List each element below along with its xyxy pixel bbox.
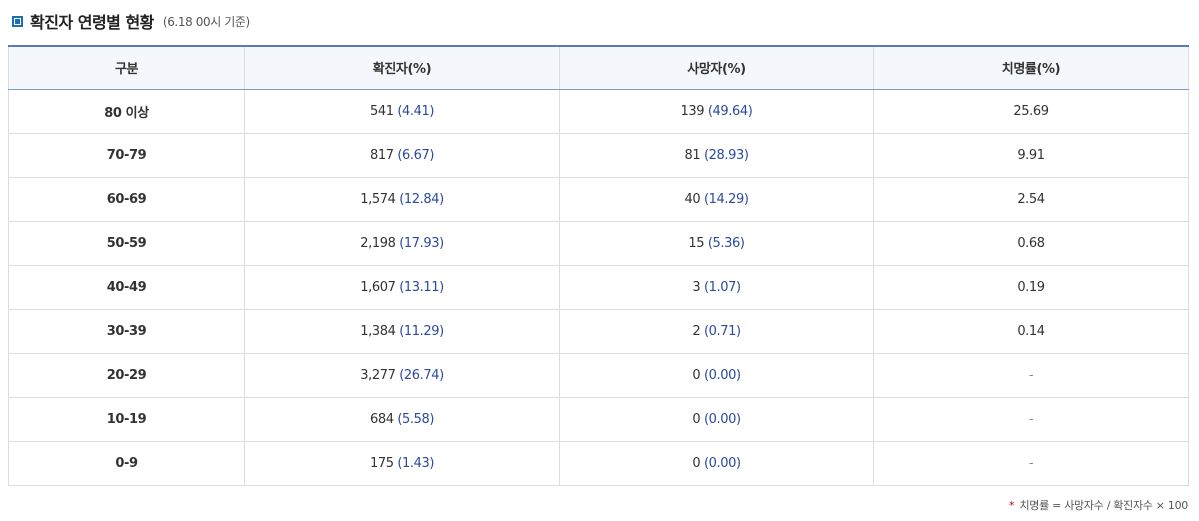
reference-time-note: (6.18 00시 기준) — [162, 14, 250, 29]
cases-cell: 1,574 (12.84) — [244, 176, 560, 222]
deaths-count: 0 — [692, 455, 701, 471]
deaths-count: 3 — [692, 279, 701, 295]
deaths-percent: (0.00) — [703, 411, 741, 427]
cases-count: 175 — [369, 455, 394, 471]
deaths-count: 2 — [692, 323, 701, 339]
deaths-cell: 139 (49.64) — [559, 88, 874, 134]
column-header-deaths: 사망자(%) — [559, 45, 874, 90]
table-row: 20-29 3,277 (26.74) 0 (0.00) - — [8, 352, 1189, 398]
age-group-cell: 50-59 — [8, 220, 245, 266]
age-group-cell: 10-19 — [8, 396, 245, 442]
cases-count: 1,607 — [360, 279, 396, 295]
table-body: 80 이상 541 (4.41) 139 (49.64) 25.69 70-79 817 … — [8, 88, 1189, 486]
deaths-count: 0 — [692, 411, 701, 427]
deaths-cell: 0 (0.00) — [559, 352, 874, 398]
cases-cell: 817 (6.67) — [244, 132, 560, 178]
footnote: * 치명률 = 사망자수 / 확진자수 × 100 — [1009, 497, 1188, 513]
deaths-percent: (49.64) — [707, 103, 753, 119]
deaths-count: 81 — [684, 147, 701, 163]
fatality-rate-cell: - — [873, 352, 1189, 398]
cases-percent: (13.11) — [399, 279, 444, 295]
fatality-rate-cell: - — [873, 396, 1189, 442]
footnote-text: 치명률 = 사망자수 / 확진자수 × 100 — [1019, 499, 1188, 512]
age-group-cell: 40-49 — [8, 264, 245, 310]
deaths-cell: 15 (5.36) — [559, 220, 874, 266]
fatality-rate-cell: 0.19 — [873, 264, 1189, 310]
age-group-cell: 30-39 — [8, 308, 245, 354]
footnote-star: * — [1009, 499, 1015, 512]
fatality-rate-cell: 25.69 — [873, 88, 1189, 134]
cases-percent: (11.29) — [399, 323, 444, 339]
cases-percent: (12.84) — [399, 191, 444, 207]
table-row: 70-79 817 (6.67) 81 (28.93) 9.91 — [8, 132, 1189, 178]
cases-percent: (4.41) — [397, 103, 435, 119]
deaths-cell: 2 (0.71) — [559, 308, 874, 354]
cases-count: 541 — [369, 103, 394, 119]
fatality-rate-cell: 0.68 — [873, 220, 1189, 266]
table-row: 50-59 2,198 (17.93) 15 (5.36) 0.68 — [8, 220, 1189, 266]
age-group-cell: 60-69 — [8, 176, 245, 222]
cases-percent: (26.74) — [399, 367, 444, 383]
table-row: 0-9 175 (1.43) 0 (0.00) - — [8, 440, 1189, 486]
fatality-rate-cell: 0.14 — [873, 308, 1189, 354]
cases-percent: (17.93) — [399, 235, 444, 251]
age-group-cell: 70-79 — [8, 132, 245, 178]
cases-percent: (5.58) — [397, 411, 435, 427]
square-bullet-icon — [12, 15, 23, 27]
cases-cell: 684 (5.58) — [244, 396, 560, 442]
table-row: 40-49 1,607 (13.11) 3 (1.07) 0.19 — [8, 264, 1189, 310]
cases-cell: 1,384 (11.29) — [244, 308, 560, 354]
cases-percent: (6.67) — [397, 147, 435, 163]
cases-cell: 3,277 (26.74) — [244, 352, 560, 398]
table-row: 80 이상 541 (4.41) 139 (49.64) 25.69 — [8, 88, 1189, 134]
cases-cell: 2,198 (17.93) — [244, 220, 560, 266]
cases-percent: (1.43) — [397, 455, 435, 471]
deaths-count: 40 — [684, 191, 701, 207]
cases-count: 684 — [369, 411, 394, 427]
cases-cell: 541 (4.41) — [244, 88, 560, 134]
deaths-cell: 0 (0.00) — [559, 396, 874, 442]
deaths-percent: (5.36) — [707, 235, 745, 251]
cases-count: 3,277 — [360, 367, 396, 383]
deaths-percent: (28.93) — [703, 147, 749, 163]
deaths-count: 15 — [688, 235, 705, 251]
cases-count: 2,198 — [360, 235, 396, 251]
table-row: 30-39 1,384 (11.29) 2 (0.71) 0.14 — [8, 308, 1189, 354]
fatality-rate-cell: 9.91 — [873, 132, 1189, 178]
deaths-percent: (0.00) — [703, 455, 741, 471]
deaths-percent: (0.71) — [703, 323, 741, 339]
cases-cell: 175 (1.43) — [244, 440, 560, 486]
column-header-cases: 확진자(%) — [244, 45, 560, 90]
cases-count: 1,384 — [360, 323, 396, 339]
deaths-cell: 40 (14.29) — [559, 176, 874, 222]
cases-count: 1,574 — [360, 191, 396, 207]
deaths-percent: (0.00) — [703, 367, 741, 383]
column-header-category: 구분 — [8, 45, 245, 90]
deaths-cell: 0 (0.00) — [559, 440, 874, 486]
age-group-cell: 80 이상 — [8, 88, 245, 134]
deaths-count: 139 — [680, 103, 705, 119]
deaths-percent: (1.07) — [703, 279, 741, 295]
deaths-cell: 81 (28.93) — [559, 132, 874, 178]
column-header-fatality-rate: 치명률(%) — [873, 45, 1189, 90]
section-header: 확진자 연령별 현황 (6.18 00시 기준) — [12, 8, 250, 34]
table-header-row: 구분 확진자(%) 사망자(%) 치명률(%) — [8, 45, 1189, 90]
cases-cell: 1,607 (13.11) — [244, 264, 560, 310]
cases-count: 817 — [369, 147, 394, 163]
age-group-cell: 0-9 — [8, 440, 245, 486]
deaths-percent: (14.29) — [703, 191, 749, 207]
deaths-count: 0 — [692, 367, 701, 383]
fatality-rate-cell: - — [873, 440, 1189, 486]
deaths-cell: 3 (1.07) — [559, 264, 874, 310]
age-group-cell: 20-29 — [8, 352, 245, 398]
fatality-rate-cell: 2.54 — [873, 176, 1189, 222]
table-row: 10-19 684 (5.58) 0 (0.00) - — [8, 396, 1189, 442]
age-group-stats-table: 구분 확진자(%) 사망자(%) 치명률(%) 80 이상 541 (4.41) 1… — [8, 45, 1189, 486]
table-row: 60-69 1,574 (12.84) 40 (14.29) 2.54 — [8, 176, 1189, 222]
section-title: 확진자 연령별 현황 — [30, 13, 154, 32]
